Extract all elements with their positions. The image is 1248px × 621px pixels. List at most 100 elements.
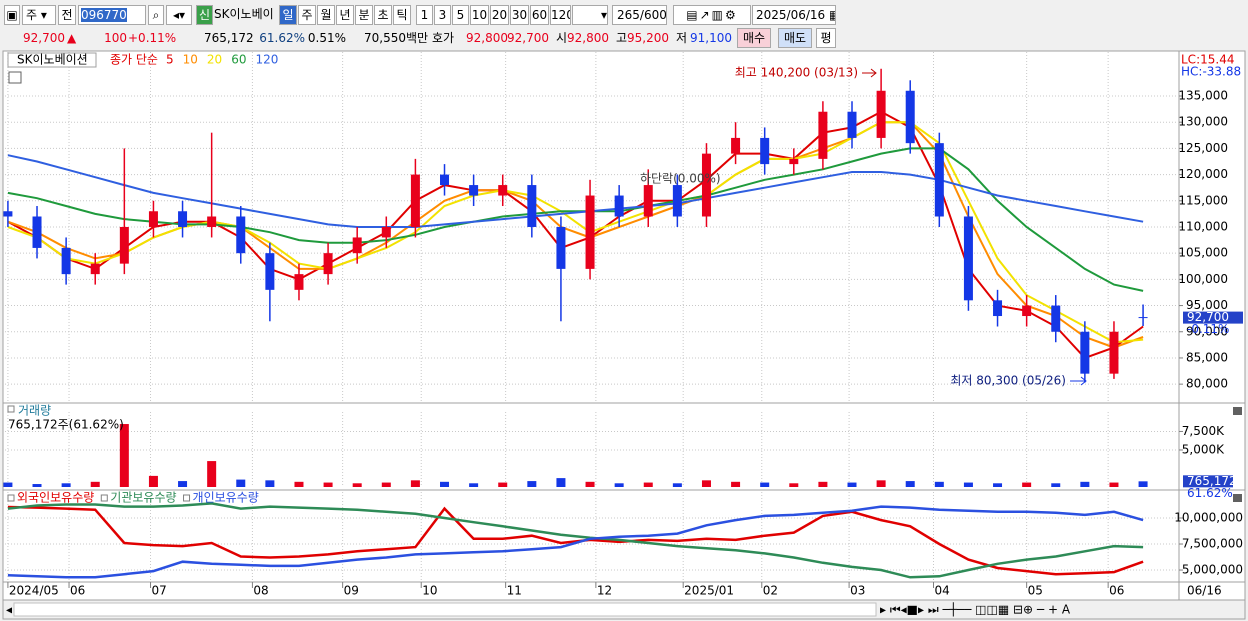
lc-label: LC:15.44 bbox=[1181, 53, 1234, 67]
unit-button[interactable]: 주 bbox=[298, 5, 316, 25]
moving-average bbox=[7, 110, 1144, 360]
volume-bar bbox=[556, 478, 566, 487]
y-tick-label: 5,000,000 bbox=[1182, 563, 1243, 577]
candle-body bbox=[556, 226, 566, 269]
unit-button[interactable]: 월 bbox=[317, 5, 335, 25]
count-max: /600 bbox=[639, 8, 667, 22]
x-tick-label: 07 bbox=[152, 584, 167, 598]
last-volume-pct: 61.62% bbox=[1187, 486, 1233, 500]
ask: 92,800 bbox=[466, 31, 508, 45]
volume-bar bbox=[614, 483, 624, 487]
range-button[interactable]: 60 bbox=[530, 5, 549, 25]
candle-body bbox=[148, 211, 158, 227]
count-box[interactable]: 265/600 bbox=[612, 5, 667, 25]
mode[interactable]: 전 bbox=[58, 5, 76, 25]
legend-box bbox=[7, 52, 97, 68]
code-input[interactable]: 096770 bbox=[78, 5, 146, 25]
candle-body bbox=[469, 185, 479, 196]
x-tick-label: 04 bbox=[935, 584, 950, 598]
candle-body bbox=[1080, 331, 1090, 374]
ghost-annotation: 하단락(0.00%) bbox=[640, 172, 721, 186]
sell-button[interactable]: 매도 bbox=[778, 28, 812, 48]
combo[interactable]: ▾ bbox=[572, 5, 608, 25]
candle-body bbox=[381, 226, 391, 238]
panel-subtitle: 765,172주(61.62%) bbox=[8, 418, 124, 432]
candle-body bbox=[1051, 305, 1061, 332]
volume-bar bbox=[527, 481, 537, 487]
candle-body bbox=[119, 226, 129, 264]
candle-body bbox=[789, 158, 799, 165]
y-tick-label: 5,000K bbox=[1182, 442, 1225, 456]
y-tick-label: 125,000 bbox=[1178, 141, 1228, 155]
sound[interactable]: ◂▾ bbox=[166, 5, 192, 25]
scroll-controls[interactable]: ▸ ⏮◂■▸ ⏭ ─┼── ◫◫▦ ⊟⊕ ─ + A bbox=[880, 602, 1071, 617]
unit-button[interactable]: 일 bbox=[279, 5, 297, 25]
volume-bar bbox=[119, 424, 129, 487]
volume-bar bbox=[905, 481, 915, 487]
volume-bar bbox=[585, 481, 595, 487]
volume-bar bbox=[993, 483, 1003, 487]
candle-body bbox=[760, 137, 770, 165]
volume-bar bbox=[410, 480, 420, 487]
volume-bar bbox=[207, 461, 217, 487]
range-button[interactable]: 5 bbox=[452, 5, 469, 25]
close-panel[interactable] bbox=[1233, 494, 1242, 502]
x-tick-label: 08 bbox=[253, 584, 268, 598]
low-arrow bbox=[1070, 376, 1087, 386]
scroll-left[interactable]: ◂ bbox=[6, 603, 12, 617]
close-panel[interactable] bbox=[1233, 407, 1242, 415]
volume-bar bbox=[294, 481, 304, 487]
volume-bar bbox=[701, 480, 711, 487]
candle-body bbox=[352, 237, 362, 254]
y-tick-label: 115,000 bbox=[1178, 193, 1228, 207]
holding-line bbox=[7, 502, 1144, 579]
candle-body bbox=[876, 90, 886, 138]
avg-button[interactable]: 평 bbox=[816, 28, 836, 48]
open: 92,800 bbox=[567, 31, 609, 45]
change-pct: +0.11% bbox=[128, 31, 177, 45]
range-button[interactable]: 10 bbox=[470, 5, 489, 25]
legend-entry: 20 bbox=[207, 53, 222, 67]
hc-label: HC:-33.88 bbox=[1181, 65, 1241, 79]
volume-bar bbox=[643, 482, 653, 487]
candle-body bbox=[207, 216, 217, 227]
volume-bar bbox=[789, 483, 799, 487]
volume-bar bbox=[61, 483, 71, 487]
last-price: 92,700 bbox=[1187, 310, 1229, 324]
x-tick-label: 11 bbox=[507, 584, 522, 598]
volume-bar bbox=[1051, 483, 1061, 487]
panel-icon[interactable] bbox=[8, 71, 22, 84]
range-button[interactable]: 3 bbox=[434, 5, 451, 25]
candle-body bbox=[440, 174, 450, 186]
bid: 92,700 bbox=[507, 31, 549, 45]
volume-bar bbox=[731, 481, 741, 487]
menu-icon[interactable]: ▣ bbox=[4, 5, 20, 25]
x-tick-label: 03 bbox=[850, 584, 865, 598]
tool-icons[interactable]: ▤↗▥⚙ bbox=[673, 5, 751, 25]
date-box[interactable]: 2025/06/16 ▦ bbox=[752, 5, 836, 25]
volume-bar bbox=[847, 482, 857, 487]
holding-line bbox=[7, 505, 1144, 579]
unit-button[interactable]: 초 bbox=[374, 5, 392, 25]
candle-body bbox=[294, 274, 304, 290]
volume-bar bbox=[1080, 481, 1090, 487]
search[interactable]: ⌕ bbox=[148, 5, 164, 25]
unit-button[interactable]: 틱 bbox=[393, 5, 411, 25]
candle-body bbox=[614, 195, 624, 217]
range-button[interactable]: 20 bbox=[490, 5, 509, 25]
unit-button[interactable]: 년 bbox=[336, 5, 354, 25]
candle-body bbox=[236, 216, 246, 254]
ma-label: 종가 단순 bbox=[110, 53, 158, 67]
candle-body bbox=[847, 111, 857, 138]
scroll-track[interactable] bbox=[13, 602, 877, 617]
y-tick-label: 85,000 bbox=[1186, 350, 1228, 364]
range-button[interactable]: 1 bbox=[416, 5, 433, 25]
range-button[interactable]: 30 bbox=[510, 5, 529, 25]
volume-bar bbox=[352, 483, 362, 487]
buy-button[interactable]: 매수 bbox=[737, 28, 771, 48]
unit-button[interactable]: 분 bbox=[355, 5, 373, 25]
range-button[interactable]: 120 bbox=[550, 5, 571, 25]
period-select[interactable]: 주 ▾ bbox=[22, 5, 56, 25]
